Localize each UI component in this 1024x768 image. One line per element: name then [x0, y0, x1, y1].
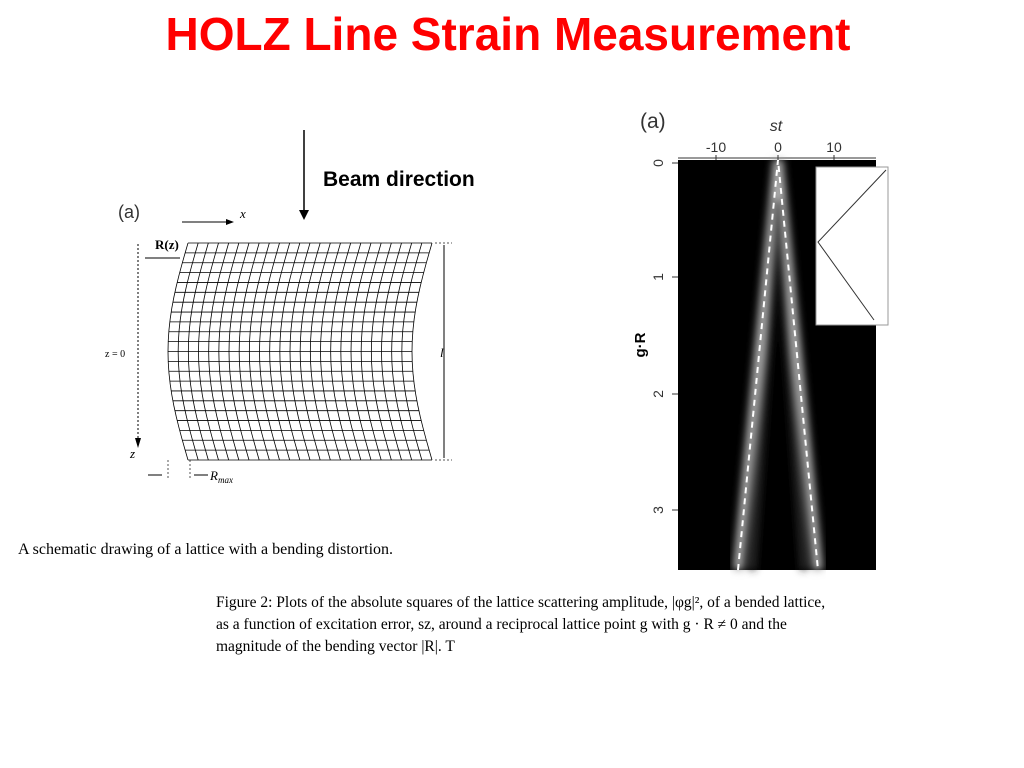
x-label: x — [239, 206, 246, 221]
rmax-label: Rmax — [209, 468, 233, 485]
r-label: R(z) — [155, 237, 179, 252]
beam-label: Beam direction — [323, 168, 475, 191]
x-tick-label: 0 — [774, 139, 782, 155]
lattice-col — [238, 242, 260, 461]
lattice-col — [279, 242, 301, 461]
lattice-col — [187, 242, 209, 461]
left-caption: A schematic drawing of a lattice with a … — [18, 541, 393, 558]
panel-label: (a) — [640, 110, 666, 133]
lattice-col — [391, 242, 413, 461]
panel-label: (a) — [118, 202, 140, 222]
rmax-main: R — [209, 468, 218, 483]
lattice-col — [320, 242, 341, 461]
rmax-sub: max — [218, 475, 233, 485]
caption-line: as a function of excitation error, sz, a… — [216, 616, 787, 633]
amplitude-figure: (a) st g·R Figure 2: Plots of the absolu… — [216, 110, 889, 655]
lattice-col — [248, 242, 270, 461]
y-tick-label: 2 — [650, 390, 666, 398]
caption-line: magnitude of the bending vector |R|. T — [216, 638, 455, 655]
x-tick-label: 10 — [826, 139, 842, 155]
lattice-col — [269, 242, 291, 461]
beam-arrow-head — [299, 210, 309, 220]
y-label: g·R — [632, 332, 649, 357]
lattice-col — [299, 242, 321, 461]
y-tick-label: 1 — [650, 273, 666, 281]
inset — [815, 166, 889, 326]
z-arrow-head — [135, 438, 141, 448]
z-label: z — [129, 446, 135, 461]
lattice-col — [208, 242, 230, 461]
lattice-col — [177, 242, 199, 461]
lattice-col — [289, 242, 311, 461]
lattice-col — [330, 242, 352, 461]
lattice-col — [167, 242, 189, 461]
lattice-col — [218, 242, 240, 461]
lattice-col — [360, 242, 382, 461]
x-arrow-head — [226, 219, 234, 225]
y-tick-label: 3 — [650, 506, 666, 514]
lattice-col — [228, 242, 250, 461]
slide-title: HOLZ Line Strain Measurement — [165, 8, 850, 60]
lattice-col — [411, 242, 433, 461]
z0-label: z = 0 — [105, 349, 125, 360]
inset-line — [817, 169, 887, 321]
caption-line: Figure 2: Plots of the absolute squares … — [216, 594, 825, 611]
lattice-col — [350, 242, 372, 461]
lattice-col — [340, 242, 362, 461]
y-tick-label: 0 — [650, 159, 666, 167]
x-label: st — [770, 118, 783, 135]
lattice-col — [259, 242, 280, 461]
lattice-col — [198, 242, 219, 461]
l-label: l — [440, 345, 444, 360]
lattice-col — [370, 242, 392, 461]
lattice-col — [309, 242, 331, 461]
lattice-figure: (a) x R(z) z = 0 z l Rmax A schematic dr… — [18, 202, 452, 558]
lattice-col — [381, 242, 402, 461]
x-tick-label: -10 — [706, 139, 726, 155]
lattice-col — [401, 242, 423, 461]
